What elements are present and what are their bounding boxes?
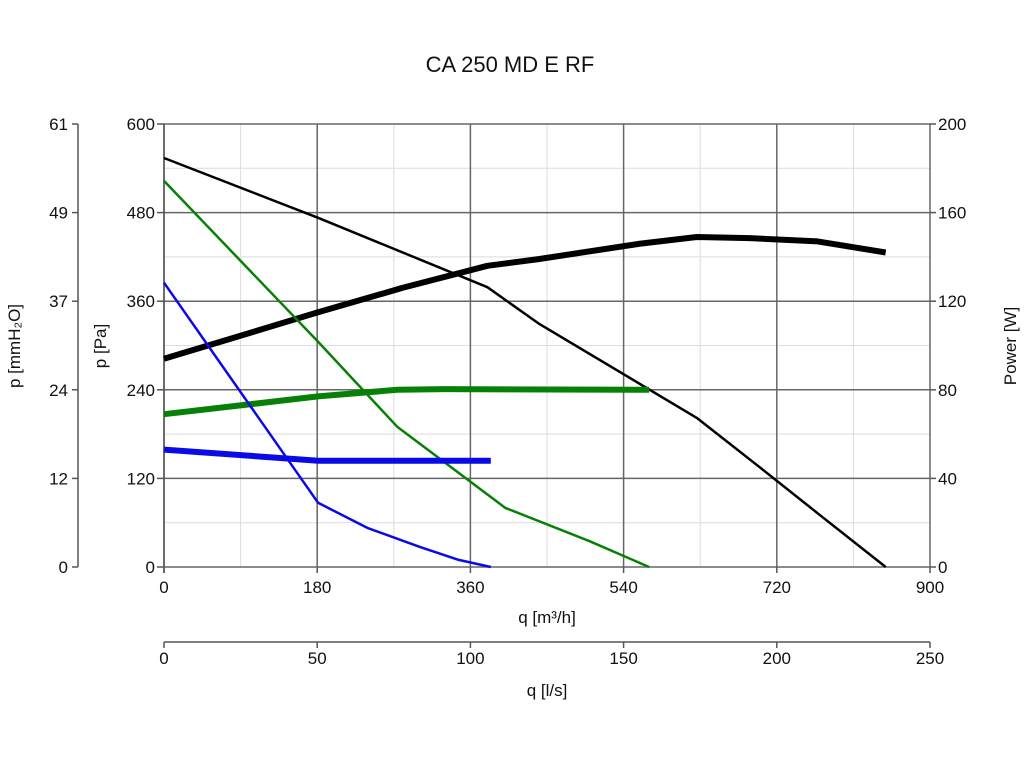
y-left2-tick-label: 61 [49,115,68,134]
y-right-tick-label: 40 [938,469,957,488]
y-left2-axis-title: p [mmH₂O] [5,304,24,388]
chart-title: CA 250 MD E RF [426,52,595,77]
x-tick-label: 0 [159,578,168,597]
x-axis-title: q [m³/h] [518,608,576,627]
x-tick-label: 360 [456,578,484,597]
series-lines [162,156,887,569]
y-left2-tick-label: 37 [49,292,68,311]
y-right-tick-label: 0 [938,558,947,577]
y-tick-label: 480 [127,204,155,223]
y-left2-tick-label: 49 [49,204,68,223]
x2-tick-label: 50 [308,649,327,668]
y-tick-label: 360 [127,292,155,311]
y-axis-title: p [Pa] [91,324,110,368]
x2-tick-label: 0 [159,649,168,668]
y-right-tick-label: 200 [938,115,966,134]
y-right-axis-title: Power [W] [1001,307,1020,385]
series-line-pressure-high [163,156,887,568]
x-tick-label: 540 [609,578,637,597]
y-tick-label: 120 [127,469,155,488]
y-right-tick-label: 120 [938,292,966,311]
y-tick-label: 600 [127,115,155,134]
x-tick-label: 900 [916,578,944,597]
y-left2-tick-label: 24 [49,381,68,400]
series-line-pressure-low [162,281,492,569]
y-left2-tick-label: 0 [59,558,68,577]
axes: 0 120 240 360 480 600 0 12 24 37 49 61 0 40 80 120 160 20… [49,115,966,668]
x2-axis-title: q [l/s] [527,681,568,700]
x-tick-label: 180 [303,578,331,597]
series-line-power-medium [163,386,650,418]
y-right-tick-label: 80 [938,381,957,400]
series-line-power-high [163,234,887,362]
grid [163,123,931,568]
series-line-pressure-medium [163,180,650,569]
y-tick-label: 240 [127,381,155,400]
series-line-power-low [163,446,491,464]
y-left2-tick-label: 12 [49,469,68,488]
y-tick-label: 0 [146,558,155,577]
x2-tick-label: 150 [609,649,637,668]
x-tick-label: 720 [763,578,791,597]
x2-tick-label: 250 [916,649,944,668]
x2-tick-label: 200 [763,649,791,668]
x2-tick-label: 100 [456,649,484,668]
y-right-tick-label: 160 [938,204,966,223]
